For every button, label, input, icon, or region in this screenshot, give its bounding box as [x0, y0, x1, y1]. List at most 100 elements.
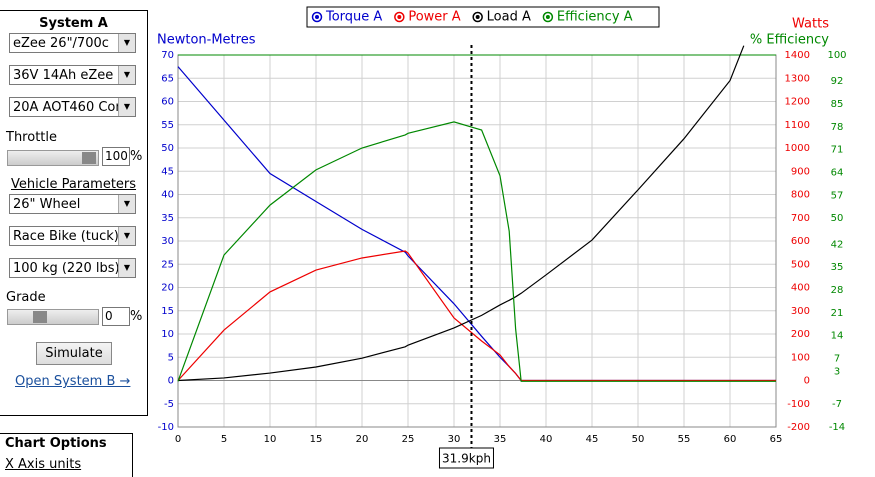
grade-label: Grade	[6, 290, 46, 305]
y2-tick-label: 600	[791, 236, 810, 247]
legend-marker-dot	[397, 15, 402, 19]
y3-tick-label: 85	[831, 99, 844, 110]
y2-tick-label: 800	[791, 190, 810, 201]
y-tick-label: 70	[161, 50, 174, 61]
throttle-input[interactable]: 100	[102, 147, 130, 166]
x-tick-label: 45	[586, 434, 599, 445]
y-tick-label: 0	[168, 376, 174, 387]
chart-options-panel: Chart Options X Axis units	[0, 433, 133, 477]
legend-marker-dot	[545, 15, 550, 19]
y-tick-label: -10	[158, 422, 174, 433]
bike-select[interactable]: Race Bike (tuck) ▼	[9, 226, 136, 246]
y3-tick-label: 3	[834, 367, 840, 378]
x-tick-label: 25	[402, 434, 415, 445]
x-tick-label: 35	[494, 434, 507, 445]
cursor-label-box	[438, 447, 494, 469]
x-tick-label: 40	[540, 434, 553, 445]
select-text: 26" Wheel	[13, 197, 81, 212]
legend-label: Torque A	[325, 10, 382, 25]
x-tick-label: 5	[221, 434, 227, 445]
throttle-label: Throttle	[6, 130, 57, 145]
x-tick-label: 10	[264, 434, 277, 445]
y-tick-label: 50	[161, 143, 174, 154]
weight-select[interactable]: 100 kg (220 lbs) G ▼	[9, 258, 136, 278]
select-text: 20A AOT460 Cont	[13, 100, 129, 115]
y-tick-label: 5	[168, 352, 174, 363]
y2-tick-label: 400	[791, 283, 810, 294]
chart-options-title: Chart Options	[5, 436, 107, 451]
legend-marker-dot	[475, 15, 480, 19]
x-tick-label: 0	[175, 434, 181, 445]
y2-tick-label: 100	[791, 352, 810, 363]
wheel-select[interactable]: 26" Wheel ▼	[9, 194, 136, 214]
y3-tick-label: 71	[831, 145, 844, 156]
select-text: Race Bike (tuck)	[13, 229, 119, 244]
vehicle-heading: Vehicle Parameters	[11, 177, 137, 192]
y-tick-label: 55	[161, 120, 174, 131]
series-line	[177, 121, 776, 382]
y3-tick-label: 28	[831, 285, 844, 296]
y3-tick-label: 78	[831, 122, 844, 133]
x-tick-label: 60	[724, 434, 737, 445]
y2-tick-label: 300	[791, 306, 810, 317]
y-tick-label: -5	[164, 399, 174, 410]
series-line	[177, 45, 745, 382]
legend-label: Power A	[408, 10, 460, 25]
y3-tick-label: 14	[831, 331, 844, 342]
y-tick-label: 35	[161, 213, 174, 224]
grade-input[interactable]: 0	[102, 307, 130, 326]
y3-tick-label: -14	[829, 422, 845, 433]
select-text: 100 kg (220 lbs) G	[13, 261, 134, 276]
x-axis-units-label: X Axis units	[5, 457, 82, 472]
grade-slider[interactable]	[7, 309, 99, 325]
y3-tick-label: 50	[831, 213, 844, 224]
throttle-unit: %	[130, 149, 143, 164]
cursor-label: 31.9kph	[442, 452, 491, 466]
y3-tick-label: 92	[831, 76, 844, 87]
y2-tick-label: 900	[791, 166, 810, 177]
open-system-b-link[interactable]: Open System B →	[15, 374, 131, 389]
y2-tick-label: -100	[787, 399, 810, 410]
y3-tick-label: 100	[827, 50, 846, 61]
throttle-slider[interactable]	[7, 150, 99, 166]
y3-tick-label: 7	[834, 353, 840, 364]
x-tick-label: 55	[678, 434, 691, 445]
x-tick-label: 65	[770, 434, 783, 445]
legend-label: Load A	[487, 10, 531, 25]
y2-tick-label: 700	[791, 213, 810, 224]
y2-tick-label: 1000	[785, 143, 810, 154]
y3-tick-label: 21	[831, 308, 844, 319]
y2-axis-title: Watts	[792, 17, 829, 32]
y2-tick-label: 200	[791, 329, 810, 340]
controller-select[interactable]: 20A AOT460 Cont ▼	[9, 97, 136, 117]
select-text: eZee 26"/700c	[13, 36, 109, 51]
y2-tick-label: 500	[791, 259, 810, 270]
x-tick-label: 50	[632, 434, 645, 445]
y-tick-label: 25	[161, 259, 174, 270]
y2-tick-label: 1200	[785, 97, 810, 108]
panel-title: System A	[39, 16, 108, 31]
battery-select[interactable]: 36V 14Ah eZee Lil ▼	[9, 65, 136, 85]
y2-tick-label: 0	[804, 376, 810, 387]
x-tick-label: 30	[448, 434, 461, 445]
legend-label: Efficiency A	[557, 10, 633, 25]
y-tick-label: 10	[161, 329, 174, 340]
y-tick-label: 15	[161, 306, 174, 317]
y2-tick-label: 1300	[785, 73, 810, 84]
series-line	[177, 66, 776, 382]
y-tick-label: 45	[161, 166, 174, 177]
y-tick-label: 60	[161, 97, 174, 108]
y-tick-label: 40	[161, 190, 174, 201]
y2-tick-label: 1400	[785, 50, 810, 61]
motor-select[interactable]: eZee 26"/700c ▼	[9, 33, 136, 53]
y-axis-title: Newton-Metres	[157, 33, 256, 48]
y-tick-label: 30	[161, 236, 174, 247]
simulate-button[interactable]: Simulate	[36, 342, 112, 365]
y3-tick-label: 64	[831, 167, 844, 178]
select-text: 36V 14Ah eZee Lil	[13, 68, 132, 83]
x-tick-label: 15	[310, 434, 323, 445]
y3-tick-label: 57	[831, 190, 844, 201]
series-line	[177, 250, 776, 382]
